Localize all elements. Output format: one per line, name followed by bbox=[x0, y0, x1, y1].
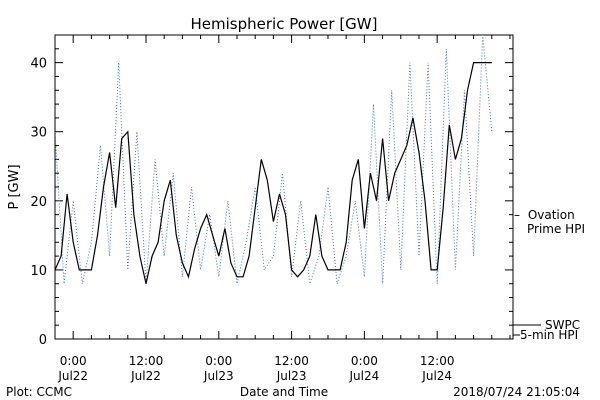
y-tick-label: 20 bbox=[30, 195, 47, 210]
footer-left: Plot: CCMC bbox=[6, 385, 72, 399]
y-tick-label: 10 bbox=[30, 264, 47, 279]
legend-ovation-name: Ovation bbox=[528, 208, 575, 222]
x-tick-label-time: 12:00 bbox=[274, 354, 309, 368]
x-tick-label-time: 12:00 bbox=[129, 354, 164, 368]
series-layer bbox=[55, 35, 493, 284]
legend-ovation-marker: – bbox=[514, 208, 520, 222]
x-tick-label-date: Jul24 bbox=[421, 369, 452, 383]
y-axis-label: P [GW] bbox=[7, 164, 22, 209]
x-tick-label-time: 0:00 bbox=[205, 354, 232, 368]
x-axis-ticks: 0:00Jul2212:00Jul220:00Jul2312:00Jul230:… bbox=[54, 35, 511, 383]
footer-timestamp: 2018/07/24 21:05:04 bbox=[453, 385, 580, 399]
y-tick-label: 30 bbox=[30, 126, 47, 141]
x-tick-label-time: 0:00 bbox=[60, 354, 87, 368]
legend-ovation-line1: – Ovation bbox=[514, 208, 575, 222]
legend-swpc-line1: SWPC bbox=[545, 318, 580, 332]
x-tick-label-date: Jul22 bbox=[57, 369, 88, 383]
x-tick-label-time: 0:00 bbox=[351, 354, 378, 368]
legend: – Ovation Prime HPI SWPC 5-min HPI bbox=[513, 208, 585, 342]
y-tick-label: 40 bbox=[30, 57, 47, 72]
legend-swpc-line2: 5-min HPI bbox=[520, 328, 578, 342]
chart-title: Hemispheric Power [GW] bbox=[191, 15, 378, 33]
x-tick-label-date: Jul24 bbox=[349, 369, 380, 383]
legend-ovation-line2: Prime HPI bbox=[527, 222, 585, 236]
x-tick-label-date: Jul23 bbox=[203, 369, 234, 383]
x-tick-label-time: 12:00 bbox=[420, 354, 455, 368]
series-swpc-5min-hpi-line bbox=[55, 61, 492, 284]
y-tick-label: 0 bbox=[39, 333, 47, 348]
x-axis-label: Date and Time bbox=[240, 385, 328, 399]
x-tick-label-date: Jul22 bbox=[130, 369, 161, 383]
y-axis-ticks: 0 10 20 30 40 bbox=[30, 34, 513, 348]
x-tick-label-date: Jul23 bbox=[276, 369, 307, 383]
